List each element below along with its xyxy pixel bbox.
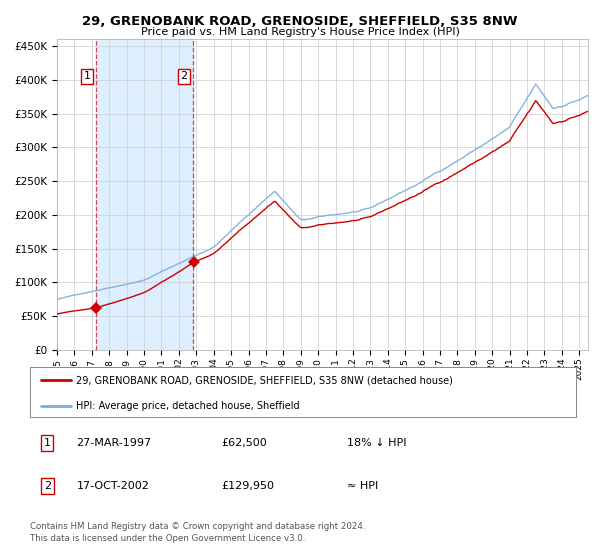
Text: 2: 2 bbox=[44, 481, 51, 491]
Text: 18% ↓ HPI: 18% ↓ HPI bbox=[347, 438, 406, 448]
Text: 29, GRENOBANK ROAD, GRENOSIDE, SHEFFIELD, S35 8NW: 29, GRENOBANK ROAD, GRENOSIDE, SHEFFIELD… bbox=[82, 15, 518, 28]
Text: £129,950: £129,950 bbox=[221, 481, 274, 491]
Text: 27-MAR-1997: 27-MAR-1997 bbox=[76, 438, 152, 448]
Text: Contains HM Land Registry data © Crown copyright and database right 2024.
This d: Contains HM Land Registry data © Crown c… bbox=[30, 522, 365, 543]
Text: Price paid vs. HM Land Registry's House Price Index (HPI): Price paid vs. HM Land Registry's House … bbox=[140, 27, 460, 37]
Text: £62,500: £62,500 bbox=[221, 438, 267, 448]
Text: 1: 1 bbox=[83, 72, 91, 82]
Text: 1: 1 bbox=[44, 438, 50, 448]
Text: 17-OCT-2002: 17-OCT-2002 bbox=[76, 481, 149, 491]
Bar bbox=[95, 39, 193, 350]
Text: HPI: Average price, detached house, Sheffield: HPI: Average price, detached house, Shef… bbox=[76, 401, 300, 411]
Text: ≈ HPI: ≈ HPI bbox=[347, 481, 378, 491]
Text: 29, GRENOBANK ROAD, GRENOSIDE, SHEFFIELD, S35 8NW (detached house): 29, GRENOBANK ROAD, GRENOSIDE, SHEFFIELD… bbox=[76, 375, 453, 385]
Text: 2: 2 bbox=[181, 72, 187, 82]
